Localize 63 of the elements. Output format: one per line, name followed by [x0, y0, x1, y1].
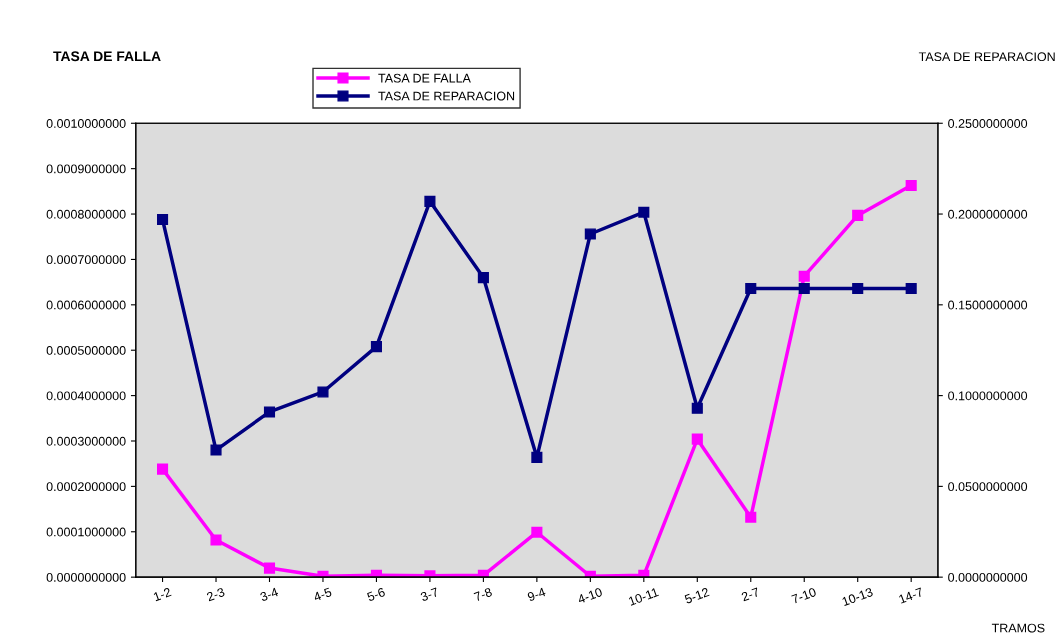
- x-tick-label: 10-11: [628, 587, 659, 606]
- x-tick-label: 7-10: [791, 587, 817, 604]
- x-tick-label: 10-13: [841, 587, 874, 607]
- point: [905, 179, 917, 192]
- x-tick-label: 3-4: [259, 587, 279, 602]
- y-tick-label: 0.0008000000: [46, 209, 126, 219]
- x-tick-label: 4-10: [576, 587, 603, 604]
- point: [210, 444, 222, 456]
- point: [798, 270, 810, 282]
- x-tick-label: 2-3: [206, 587, 226, 602]
- y2-tick-label: 0.2500000000: [948, 119, 1028, 128]
- y2-tick-label: 0.1000000000: [948, 391, 1028, 401]
- x-tick-label: 4-5: [312, 587, 333, 602]
- point: [852, 209, 864, 221]
- point: [905, 282, 917, 295]
- x-tick-label: 1-2: [153, 587, 172, 602]
- point: [852, 282, 864, 295]
- y-tick-label: 0.0003000000: [46, 436, 126, 446]
- y2-tick-label: 0.2000000000: [948, 209, 1028, 219]
- y-tick-label: 0.0006000000: [46, 300, 126, 310]
- point: [156, 213, 169, 226]
- y-tick-label: 0.0010000000: [46, 119, 126, 128]
- x-tick-label: 3-7: [420, 587, 439, 602]
- y-tick-label: 0.0004000000: [46, 391, 126, 401]
- legend-label: TASA DE REPARACION: [378, 91, 515, 101]
- x-tick-label: 2-7: [740, 587, 760, 602]
- point: [798, 282, 810, 295]
- y-tick-label: 0.0007000000: [46, 255, 126, 265]
- y2-tick-label: 0.1500000000: [948, 300, 1028, 310]
- x-tick-label: 9-4: [527, 587, 547, 602]
- legend-label: TASA DE FALLA: [378, 73, 471, 83]
- x-tick-label: 7-8: [473, 587, 493, 602]
- y2-tick-label: 0.0500000000: [948, 482, 1028, 492]
- point: [691, 402, 703, 414]
- y-tick-label: 0.0000000000: [46, 572, 126, 582]
- y-tick-label: 0.0001000000: [46, 527, 126, 537]
- x-tick-label: 5-12: [684, 587, 710, 604]
- x-tick-label: 14-7: [898, 587, 924, 604]
- point: [531, 451, 543, 463]
- point: [477, 272, 489, 284]
- point: [156, 463, 169, 475]
- point: [691, 433, 703, 445]
- y-tick-label: 0.0002000000: [46, 482, 126, 492]
- point: [531, 526, 543, 538]
- y-tick-label: 0.0009000000: [46, 164, 126, 174]
- point: [584, 228, 596, 240]
- point: [745, 511, 757, 523]
- y2-axis-title: TASA DE REPARACION: [918, 52, 1055, 62]
- x-tick-label: 5-6: [366, 587, 386, 602]
- point: [210, 534, 222, 546]
- point: [745, 282, 757, 295]
- y-tick-label: 0.0005000000: [46, 346, 126, 355]
- point: [263, 406, 276, 418]
- point: [638, 569, 650, 578]
- point: [370, 341, 382, 353]
- point: [317, 386, 329, 398]
- point: [638, 206, 650, 218]
- point: [263, 562, 276, 574]
- x-axis-title: TRAMOS: [991, 623, 1045, 633]
- point: [477, 569, 489, 578]
- y-axis-title: TASA DE FALLA: [53, 51, 161, 62]
- point: [424, 195, 436, 207]
- y2-tick-label: 0.0000000000: [948, 572, 1028, 582]
